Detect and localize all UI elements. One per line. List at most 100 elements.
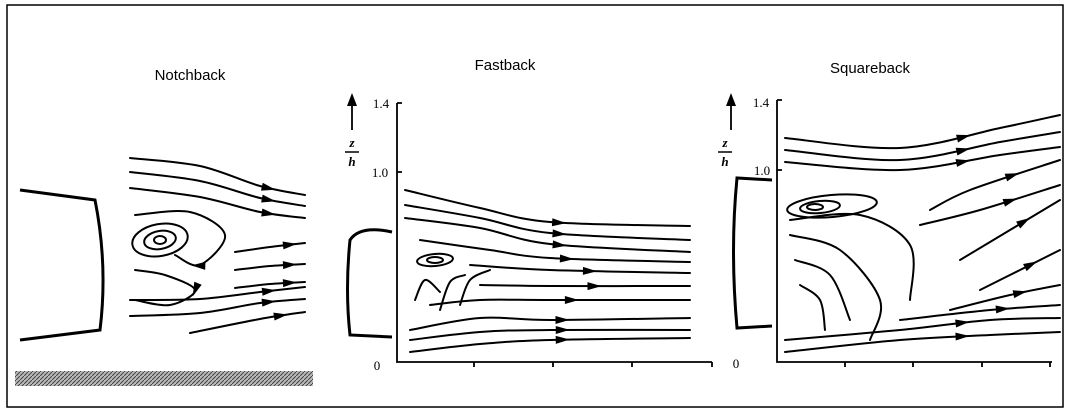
car-body <box>19 188 105 342</box>
tick-label: 0 <box>733 356 740 371</box>
flow-arrow <box>587 282 602 291</box>
frame <box>6 4 1064 408</box>
flow-arrow <box>191 261 206 270</box>
streamline <box>789 234 883 341</box>
streamline <box>129 298 306 317</box>
streamline <box>784 317 1061 341</box>
arrow-head <box>726 93 736 106</box>
streamline <box>799 284 826 331</box>
streamline <box>234 281 306 289</box>
axis-label-den: h <box>721 154 728 169</box>
streamline <box>929 159 1061 211</box>
streamline <box>134 209 227 267</box>
flow-arrow <box>955 319 970 328</box>
vortex <box>786 193 878 219</box>
vortex <box>426 256 444 264</box>
flow-arrow <box>582 266 597 275</box>
streamline <box>459 269 491 306</box>
flow-arrow <box>261 287 277 296</box>
vortex <box>131 222 189 258</box>
flow-arrow <box>955 147 971 156</box>
streamline <box>784 131 1061 162</box>
flow-arrow <box>956 134 971 143</box>
flow-arrow <box>273 312 288 321</box>
vortex <box>143 229 177 251</box>
tick-label: 1.0 <box>754 163 770 178</box>
streamline <box>469 264 691 274</box>
flow-arrow <box>551 218 567 227</box>
ground <box>15 371 313 386</box>
streamline <box>919 184 1061 226</box>
flow-arrow <box>559 254 574 263</box>
streamline <box>129 187 306 219</box>
streamline <box>784 331 1061 353</box>
streamline <box>189 311 306 334</box>
flow-arrow <box>261 208 276 217</box>
vortex <box>806 203 824 211</box>
car-body <box>346 228 393 339</box>
panel-title: Notchback <box>155 67 226 84</box>
flow-arrow <box>564 296 579 304</box>
flow-arrow <box>1016 217 1031 229</box>
flow-arrow <box>995 305 1010 314</box>
streamline <box>414 278 441 301</box>
streamline <box>409 328 691 341</box>
streamline <box>784 146 1061 172</box>
streamline <box>794 259 851 321</box>
flow-arrow <box>260 182 276 191</box>
tick-label: 1.4 <box>373 96 390 111</box>
streamline <box>409 316 691 331</box>
vortex <box>153 235 167 245</box>
flow-arrow <box>282 279 297 288</box>
panel-title: Squareback <box>830 60 911 77</box>
flow-arrow <box>1012 290 1028 299</box>
axis <box>396 103 712 363</box>
streamline <box>784 114 1061 150</box>
streamline <box>899 304 1061 321</box>
axis-ticks <box>777 99 1051 367</box>
flow-arrow <box>261 298 276 307</box>
streamline <box>234 263 306 271</box>
flow-arrow <box>282 261 297 270</box>
flow-arrow <box>1004 173 1020 182</box>
streamline <box>129 157 306 196</box>
streamline <box>404 204 691 241</box>
axis-label-num: z <box>348 135 355 150</box>
streamline <box>479 284 691 288</box>
flow-arrow <box>192 281 202 297</box>
flow-arrow <box>555 325 570 334</box>
tick-label: 0 <box>374 358 381 373</box>
streamline <box>234 242 306 253</box>
flow-arrow <box>552 229 567 238</box>
streamline <box>439 274 466 311</box>
tick-label: 1.0 <box>372 165 388 180</box>
axis-ticks <box>397 102 713 367</box>
streamline <box>129 286 306 301</box>
streamline <box>789 212 915 301</box>
vortex <box>416 252 454 268</box>
flow-arrow <box>955 159 971 167</box>
flow-arrow <box>955 332 970 341</box>
axis <box>776 100 1052 363</box>
streamline <box>129 171 306 207</box>
streamline <box>419 239 691 263</box>
flow-arrow <box>1002 198 1018 207</box>
streamline <box>409 337 691 353</box>
panel-title: Fastback <box>475 57 536 74</box>
flow-arrow <box>1023 261 1038 272</box>
streamline <box>949 284 1061 311</box>
flow-arrow <box>552 240 567 249</box>
axis-label-num: z <box>721 135 728 150</box>
flow-arrow <box>282 241 297 250</box>
streamline <box>404 217 691 253</box>
streamline <box>429 298 691 306</box>
streamline <box>404 189 691 227</box>
tick-label: 1.4 <box>753 95 770 110</box>
axis-label-den: h <box>348 154 355 169</box>
car-body <box>732 176 773 330</box>
flow-arrow <box>261 194 276 203</box>
arrow-head <box>347 93 357 106</box>
flow-arrow <box>555 335 570 344</box>
flow-arrow <box>555 316 570 325</box>
